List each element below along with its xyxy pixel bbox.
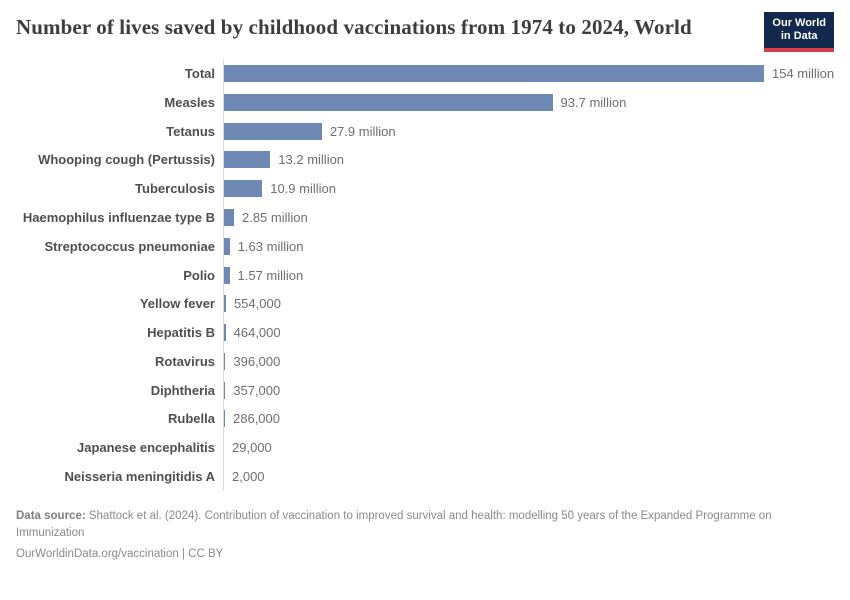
category-label: Neisseria meningitidis A [64,469,215,485]
category-label: Tetanus [166,123,215,139]
plot-cell: 286,000 [223,404,834,434]
bar[interactable] [224,381,226,399]
license-separator: | [178,548,189,561]
bar-row: Rubella 286,000 [16,404,834,434]
bar-row: Tetanus 27.9 million [16,116,834,146]
bar-value-label: 154 million [772,65,835,81]
bar[interactable] [224,64,764,82]
plot-cell: 464,000 [223,318,834,347]
bar-value-label: 464,000 [233,325,281,341]
bar[interactable] [224,180,263,198]
category-label: Japanese encephalitis [76,440,215,456]
bar-value-label: 2.85 million [241,209,308,225]
category-label: Rotavirus [155,353,215,369]
bar-value-label: 93.7 million [560,94,627,110]
plot-cell: 2.85 million [223,203,834,232]
category-label: Measles [164,94,215,110]
bar[interactable] [224,93,553,111]
bar-row: Whooping cough (Pertussis) 13.2 million [16,145,834,175]
bar-row: Total 154 million [16,59,834,88]
category-label: Diphtheria [150,382,215,398]
bar-row: Haemophilus influenzae type B 2.85 milli… [16,203,834,232]
bar[interactable] [224,352,226,370]
plot-cell: 1.57 million [223,260,834,290]
category-label: Streptococcus pneumoniae [44,238,215,254]
data-source-line: Data source: Shattock et al. (2024). Con… [16,508,816,541]
license-text: CC BY [188,548,224,561]
bar[interactable] [224,410,225,428]
owid-logo-text-line2: in Data [780,30,818,43]
bar-row: Neisseria meningitidis A 2,000 [16,462,834,491]
owid-logo[interactable]: Our World in Data [764,12,834,52]
bar-row: Hepatitis B 464,000 [16,318,834,347]
plot-cell: 10.9 million [223,174,834,204]
plot-cell: 2,000 [223,462,834,491]
category-label: Hepatitis B [147,325,215,341]
bar-value-label: 13.2 million [278,152,345,168]
category-label: Yellow fever [139,296,215,312]
plot-cell: 396,000 [223,347,834,376]
bar[interactable] [224,295,226,313]
bar[interactable] [224,324,226,342]
chart-title: Number of lives saved by childhood vacci… [16,15,692,39]
bar-value-label: 554,000 [233,296,281,312]
bar-chart: Total 154 million Measles 93.7 million T… [16,59,834,491]
bar[interactable] [224,151,271,169]
category-label: Rubella [168,411,215,427]
bar-value-label: 1.57 million [237,267,304,283]
plot-cell: 93.7 million [223,87,834,117]
chart-header: Number of lives saved by childhood vacci… [16,12,834,52]
category-label: Whooping cough (Pertussis) [38,152,215,168]
owid-logo-text-line1: Our World [772,17,826,29]
bar[interactable] [224,266,230,284]
plot-cell: 154 million [223,59,834,88]
bar-row: Streptococcus pneumoniae 1.63 million [16,231,834,261]
bar-value-label: 396,000 [233,353,281,369]
category-label: Tuberculosis [135,181,215,197]
bar-value-label: 10.9 million [270,181,336,197]
bar[interactable] [224,237,230,255]
license-line: OurWorldinData.org/vaccination | CC BY [16,548,834,560]
category-label: Haemophilus influenzae type B [22,209,215,225]
bar-value-label: 27.9 million [329,123,396,139]
bar-row: Tuberculosis 10.9 million [16,174,834,204]
bar-value-label: 286,000 [233,411,280,427]
bar-row: Diphtheria 357,000 [16,375,834,405]
plot-cell: 13.2 million [223,145,834,175]
data-source-label: Data source: [16,509,86,522]
plot-cell: 357,000 [223,375,834,405]
bar-row: Japanese encephalitis 29,000 [16,433,834,463]
bar-row: Rotavirus 396,000 [16,347,834,376]
bar[interactable] [224,122,322,140]
bar-value-label: 357,000 [233,382,281,398]
chart-footer: Data source: Shattock et al. (2024). Con… [16,508,834,560]
bar-row: Measles 93.7 million [16,87,834,117]
owid-url-link[interactable]: OurWorldinData.org/vaccination [16,548,179,561]
bar-value-label: 29,000 [232,440,272,456]
data-source-text: Shattock et al. (2024). Contribution of … [16,509,772,539]
plot-cell: 27.9 million [223,116,834,146]
bar[interactable] [224,208,234,226]
category-label: Total [184,65,215,81]
bar-row: Polio 1.57 million [16,260,834,290]
plot-cell: 554,000 [223,289,834,319]
plot-cell: 29,000 [223,433,834,463]
bar-row: Yellow fever 554,000 [16,289,834,319]
bar-value-label: 2,000 [232,469,265,485]
bar-value-label: 1.63 million [237,238,304,254]
plot-cell: 1.63 million [223,231,834,261]
category-label: Polio [183,267,215,283]
